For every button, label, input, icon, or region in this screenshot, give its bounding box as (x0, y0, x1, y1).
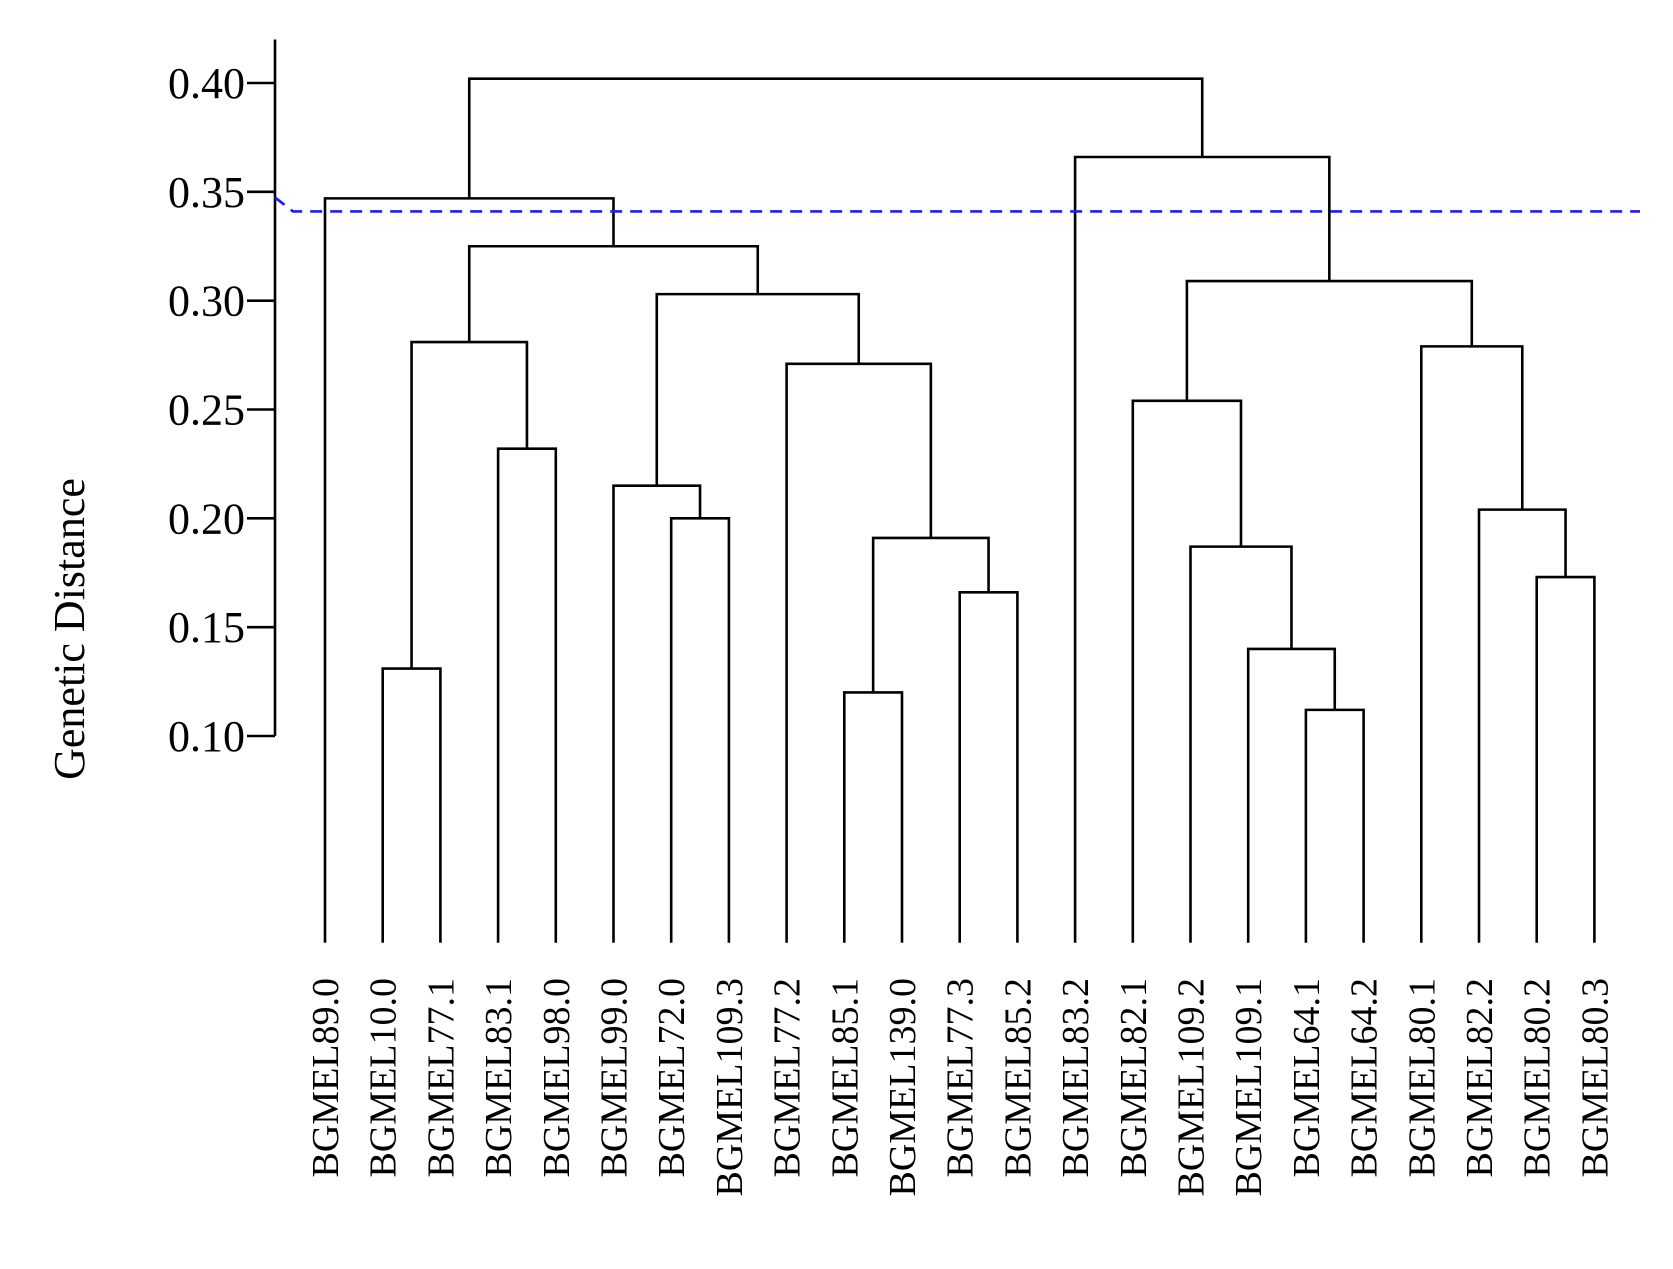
leaf-label: BGMEL109.2 (1171, 978, 1213, 1197)
leaf-label: BGMEL109.3 (709, 978, 751, 1197)
leaf-label: BGMEL83.2 (1055, 978, 1097, 1178)
leaf-label: BGMEL10.0 (363, 978, 405, 1178)
leaf-label: BGMEL80.1 (1401, 978, 1443, 1178)
branch-m13 (1304, 708, 1365, 943)
leaf-label: BGMEL82.2 (1459, 978, 1501, 1178)
leaf-label: BGMEL99.0 (594, 978, 636, 1178)
branch-m8 (871, 536, 990, 693)
y-tick-label: 0.15 (168, 603, 245, 652)
leaf-label: BGMEL80.3 (1574, 978, 1616, 1178)
branch-m22 (467, 77, 1204, 199)
branch-m2 (496, 447, 558, 943)
y-axis-title: Genetic Distance (45, 478, 94, 780)
branch-m3 (410, 340, 529, 669)
leaf-label: BGMEL80.2 (1517, 978, 1559, 1178)
y-tick-label: 0.30 (168, 277, 245, 326)
branch-m21 (1073, 155, 1331, 943)
leaf-label: BGMEL64.1 (1286, 978, 1328, 1178)
cut-threshold-line (274, 196, 1640, 213)
y-tick-label: 0.40 (168, 59, 245, 108)
branch-m5 (612, 484, 702, 943)
branch-m7 (958, 591, 1019, 943)
y-axis: 0.10 0.15 0.20 0.25 0.30 0.35 0.40 (168, 39, 277, 761)
branch-m1 (381, 667, 442, 943)
leaf-label: BGMEL98.0 (536, 978, 578, 1178)
leaf-label: BGMEL85.2 (997, 978, 1039, 1178)
y-tick-label: 0.35 (168, 168, 245, 217)
branch-m18 (1477, 508, 1567, 943)
leaf-label: BGMEL77.2 (767, 978, 809, 1178)
leaf-label: BGMEL77.1 (420, 978, 462, 1178)
branch-m20 (1185, 279, 1474, 401)
branch-m10 (655, 292, 861, 486)
leaf-label: BGMEL64.2 (1344, 978, 1386, 1178)
leaf-label: BGMEL82.1 (1113, 978, 1155, 1178)
branch-m6 (843, 691, 904, 943)
leaf-label: BGMEL72.0 (651, 978, 693, 1178)
branch-m4 (669, 517, 731, 943)
cut-line-group (274, 196, 1640, 213)
branch-m17 (1535, 575, 1596, 943)
branch-m9 (785, 362, 933, 943)
leaf-label: BGMEL77.3 (940, 978, 982, 1178)
leaf-label: BGMEL83.1 (478, 978, 520, 1178)
branch-m16 (1131, 399, 1243, 943)
leaf-label: BGMEL85.1 (824, 978, 866, 1177)
y-tick-label: 0.25 (168, 386, 245, 435)
leaf-label: BGMEL109.1 (1228, 978, 1270, 1197)
y-tick-label: 0.10 (168, 712, 245, 761)
leaf-label: BGMEL139.0 (882, 978, 924, 1197)
dendrogram-branches (323, 77, 1596, 943)
leaf-label: BGMEL89.0 (305, 978, 347, 1178)
branch-m14 (1246, 647, 1337, 943)
branch-m15 (1189, 545, 1293, 943)
y-tick-label: 0.20 (168, 494, 245, 543)
leaf-labels: BGMEL89.0 BGMEL10.0 BGMEL77.1 BGMEL83.1 BGME… (305, 978, 1616, 1197)
branch-m19 (1420, 345, 1524, 943)
